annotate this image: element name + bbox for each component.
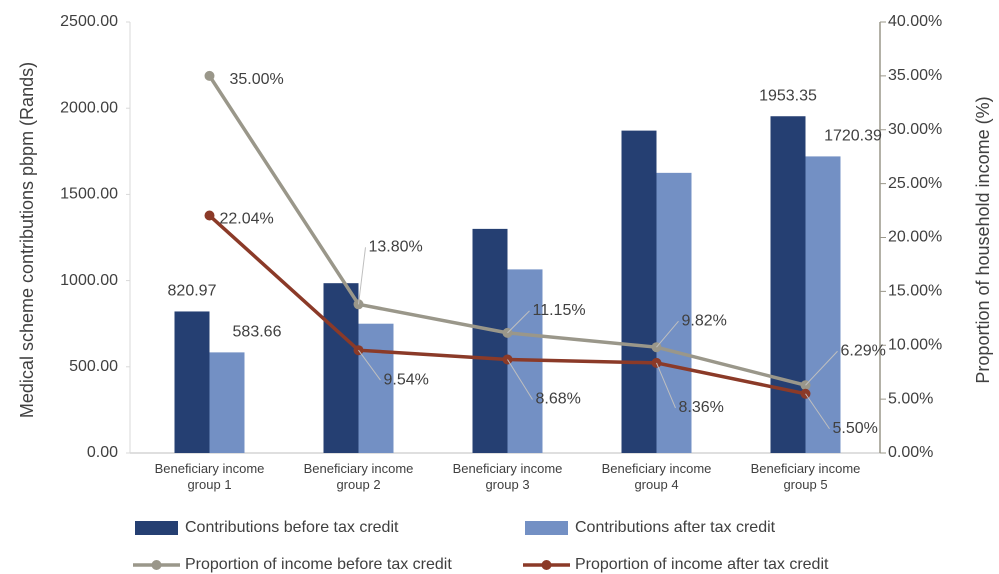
bar: [323, 283, 359, 453]
x-tick-label: Beneficiary income group 5: [750, 461, 861, 492]
line-marker: [204, 210, 215, 221]
bar: [358, 323, 394, 453]
legend-marker: [151, 560, 162, 570]
bar: [656, 172, 692, 453]
legend-swatch: [525, 521, 568, 535]
data-label: 13.80%: [369, 239, 423, 256]
legend-label: Proportion of income after tax credit: [575, 556, 829, 573]
bar: [621, 130, 657, 453]
leader-line: [507, 359, 533, 400]
y2-tick-label: 10.00%: [888, 336, 942, 353]
y2-tick-label: 30.00%: [888, 121, 942, 138]
x-tick-label: Beneficiary income group 3: [452, 461, 563, 492]
leader-line: [656, 320, 679, 348]
data-label: 8.68%: [536, 391, 581, 408]
y-tick-label: 2500.00: [60, 13, 118, 30]
y2-axis-title: Proportion of household income (%): [973, 96, 993, 383]
y2-tick-label: 15.00%: [888, 283, 942, 300]
data-label: 6.29%: [841, 342, 886, 359]
x-tick-label: Beneficiary income group 1: [154, 461, 265, 492]
data-label: 35.00%: [230, 71, 284, 88]
y2-tick-label: 0.00%: [888, 444, 933, 461]
data-label: 22.04%: [220, 211, 274, 228]
y-tick-label: 1000.00: [60, 272, 118, 289]
y-tick-label: 1500.00: [60, 186, 118, 203]
y-tick-label: 500.00: [69, 358, 118, 375]
data-label: 820.97: [168, 283, 217, 300]
bar: [174, 311, 210, 453]
data-label: 583.66: [233, 324, 282, 341]
y2-tick-label: 40.00%: [888, 13, 942, 30]
leader-line: [805, 350, 838, 386]
data-label: 5.50%: [833, 420, 878, 437]
legend-marker: [541, 560, 552, 570]
data-label: 1720.39: [824, 128, 882, 145]
bar: [805, 156, 841, 453]
legend-label: Contributions before tax credit: [185, 519, 399, 536]
line-marker: [204, 70, 215, 81]
legend-swatch: [135, 521, 178, 535]
data-label: 11.15%: [533, 302, 586, 319]
y-tick-label: 0.00: [87, 444, 118, 461]
y2-tick-label: 35.00%: [888, 67, 942, 84]
data-label: 8.36%: [679, 399, 724, 416]
data-label: 9.54%: [384, 371, 429, 388]
y2-tick-label: 25.00%: [888, 175, 942, 192]
y2-tick-label: 5.00%: [888, 390, 933, 407]
data-label: 9.82%: [682, 312, 727, 329]
x-tick-label: Beneficiary income group 2: [303, 461, 414, 492]
y-axis-title: Medical scheme contributions pbpm (Rands…: [17, 62, 37, 418]
y2-tick-label: 20.00%: [888, 229, 942, 246]
leader-line: [507, 310, 530, 334]
leader-line: [805, 393, 830, 430]
data-label: 1953.35: [759, 87, 817, 104]
legend-label: Contributions after tax credit: [575, 519, 776, 536]
bar: [472, 228, 508, 453]
leader-line: [656, 362, 676, 409]
leader-line: [358, 349, 381, 381]
bar: [209, 352, 245, 453]
legend-label: Proportion of income before tax credit: [185, 556, 452, 573]
bar: [770, 116, 806, 453]
leader-line: [358, 247, 366, 305]
x-tick-label: Beneficiary income group 4: [601, 461, 712, 492]
y-tick-label: 2000.00: [60, 99, 118, 116]
